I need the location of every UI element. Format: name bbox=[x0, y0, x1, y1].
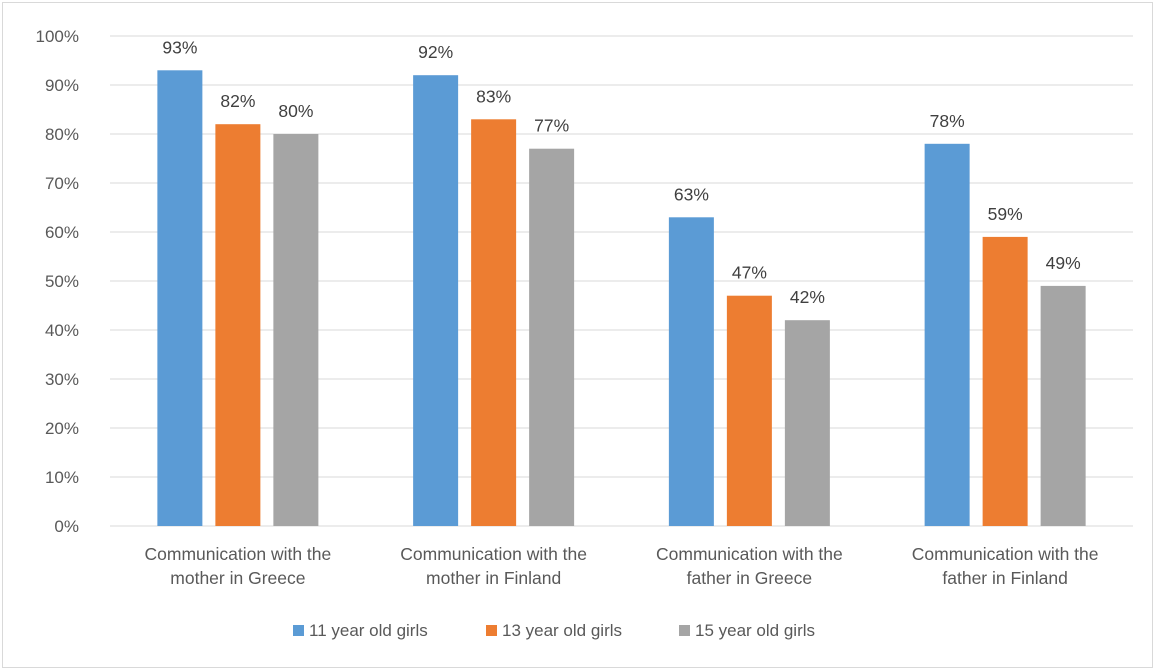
bar bbox=[1040, 285, 1086, 526]
data-label: 77% bbox=[534, 116, 569, 136]
data-label: 47% bbox=[732, 263, 767, 283]
data-label: 49% bbox=[1046, 253, 1081, 273]
bar bbox=[157, 70, 203, 527]
data-label: 92% bbox=[418, 42, 453, 62]
y-tick-label: 90% bbox=[45, 76, 79, 95]
bar bbox=[982, 236, 1028, 526]
legend-swatch bbox=[486, 625, 497, 636]
bar bbox=[924, 143, 970, 527]
x-category-label: Communication with the bbox=[400, 544, 587, 564]
x-category-label: mother in Greece bbox=[170, 568, 305, 588]
data-label: 78% bbox=[930, 111, 965, 131]
bar bbox=[273, 134, 319, 526]
x-category-label: mother in Finland bbox=[426, 568, 561, 588]
data-label: 83% bbox=[476, 86, 511, 106]
data-label: 42% bbox=[790, 287, 825, 307]
bar bbox=[215, 124, 261, 526]
legend-label: 15 year old girls bbox=[695, 621, 815, 640]
x-category-label: Communication with the bbox=[912, 544, 1099, 564]
legend-swatch bbox=[293, 625, 304, 636]
y-tick-label: 10% bbox=[45, 468, 79, 487]
y-tick-label: 70% bbox=[45, 174, 79, 193]
bar bbox=[471, 119, 517, 527]
bar bbox=[413, 75, 459, 526]
legend-label: 13 year old girls bbox=[502, 621, 622, 640]
data-label: 80% bbox=[278, 101, 313, 121]
data-labels: 93% 82% 80% 92% 83% 77% 63% 47% 42% 78% 59% 49% bbox=[162, 37, 1080, 307]
bar bbox=[529, 148, 575, 526]
legend: 11 year old girls 13 year old girls 15 yea… bbox=[293, 621, 815, 640]
legend-swatch bbox=[679, 625, 690, 636]
bar bbox=[726, 295, 772, 526]
x-category-label: father in Greece bbox=[687, 568, 812, 588]
y-tick-label: 100% bbox=[36, 27, 79, 46]
x-category-label: Communication with the bbox=[656, 544, 843, 564]
x-category-label: father in Finland bbox=[942, 568, 1068, 588]
data-label: 93% bbox=[162, 37, 197, 57]
x-axis-category-labels: Communication with the mother in Greece Co… bbox=[145, 544, 1099, 588]
y-tick-label: 0% bbox=[54, 517, 79, 536]
y-tick-label: 60% bbox=[45, 223, 79, 242]
data-label: 63% bbox=[674, 184, 709, 204]
gridlines bbox=[110, 35, 1133, 527]
y-tick-label: 20% bbox=[45, 419, 79, 438]
y-tick-label: 40% bbox=[45, 321, 79, 340]
bar bbox=[668, 217, 714, 527]
y-tick-label: 30% bbox=[45, 370, 79, 389]
y-tick-label: 50% bbox=[45, 272, 79, 291]
bar bbox=[784, 320, 830, 526]
x-category-label: Communication with the bbox=[145, 544, 332, 564]
legend-label: 11 year old girls bbox=[309, 621, 428, 640]
data-label: 59% bbox=[988, 204, 1023, 224]
y-axis-tick-labels: 0% 10% 20% 30% 40% 50% 60% 70% 80% 90% 100% bbox=[36, 27, 79, 536]
data-label: 82% bbox=[220, 91, 255, 111]
bars bbox=[157, 70, 1086, 527]
y-tick-label: 80% bbox=[45, 125, 79, 144]
